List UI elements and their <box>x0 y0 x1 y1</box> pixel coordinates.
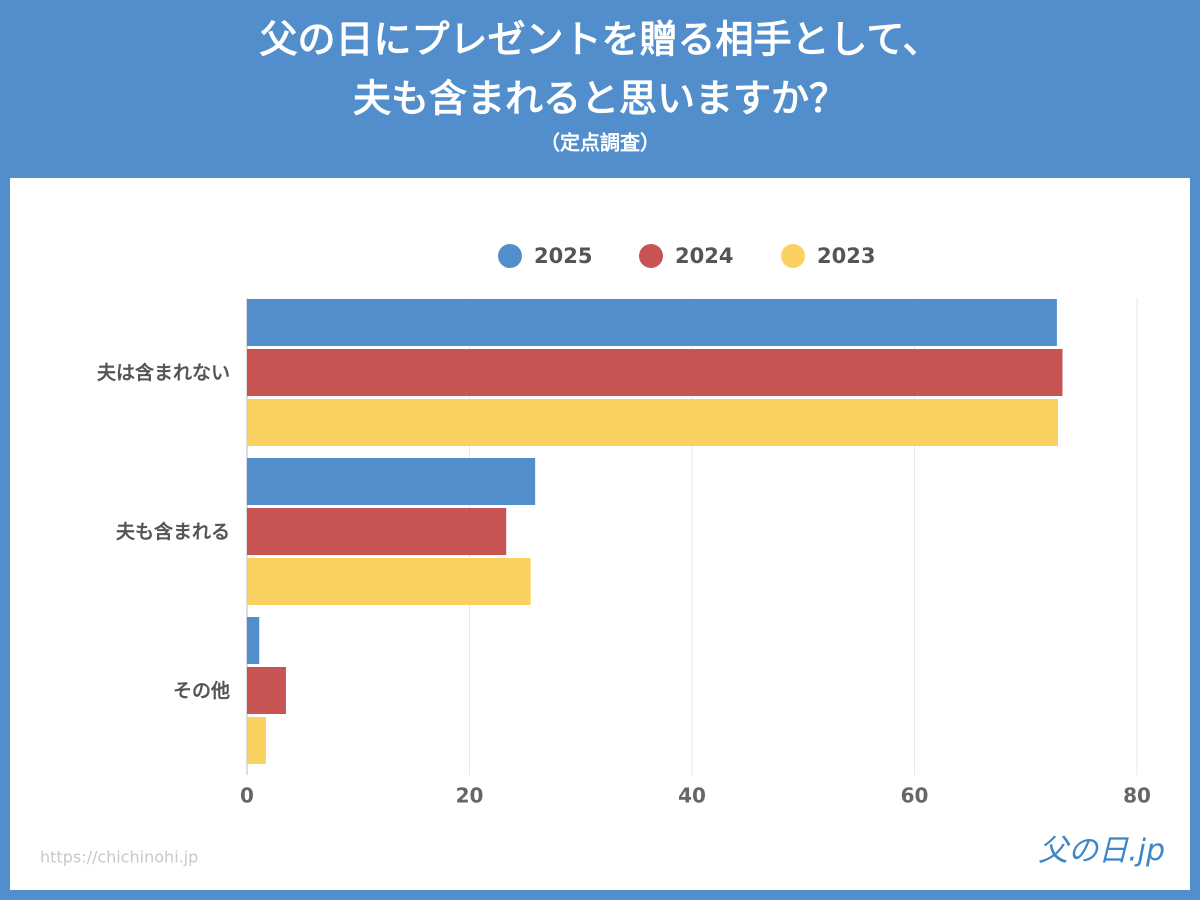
x-tick-label: 20 <box>456 784 484 808</box>
bar <box>247 508 507 555</box>
legend-marker <box>781 244 805 268</box>
bar <box>247 299 1057 346</box>
bar <box>247 458 536 505</box>
x-tick-label: 80 <box>1123 784 1151 808</box>
source: https://chichinohi.jp <box>40 848 198 867</box>
panel <box>10 178 1190 890</box>
x-tick-label: 40 <box>678 784 706 808</box>
y-tick-label: 夫も含まれる <box>116 520 230 543</box>
bar <box>247 558 531 605</box>
chart-subtitle: （定点調査） <box>540 131 660 155</box>
legend-marker <box>498 244 522 268</box>
bar <box>247 399 1059 446</box>
y-tick-label: その他 <box>173 679 230 702</box>
chart-title: 夫も含まれると思いますか？ <box>353 77 847 121</box>
bar <box>247 349 1063 396</box>
logo: 父の日.jp <box>1038 834 1165 869</box>
bar <box>247 617 260 664</box>
x-tick-label: 0 <box>240 784 254 808</box>
legend-label: 2023 <box>817 244 875 268</box>
chart-title: 父の日にプレゼントを贈る相手として、 <box>260 18 941 62</box>
y-tick-label: 夫は含まれない <box>97 361 230 384</box>
legend-label: 2024 <box>675 244 733 268</box>
legend-marker <box>639 244 663 268</box>
x-tick-label: 60 <box>901 784 929 808</box>
legend-label: 2025 <box>534 244 592 268</box>
bar <box>247 667 286 714</box>
bar <box>247 717 266 764</box>
